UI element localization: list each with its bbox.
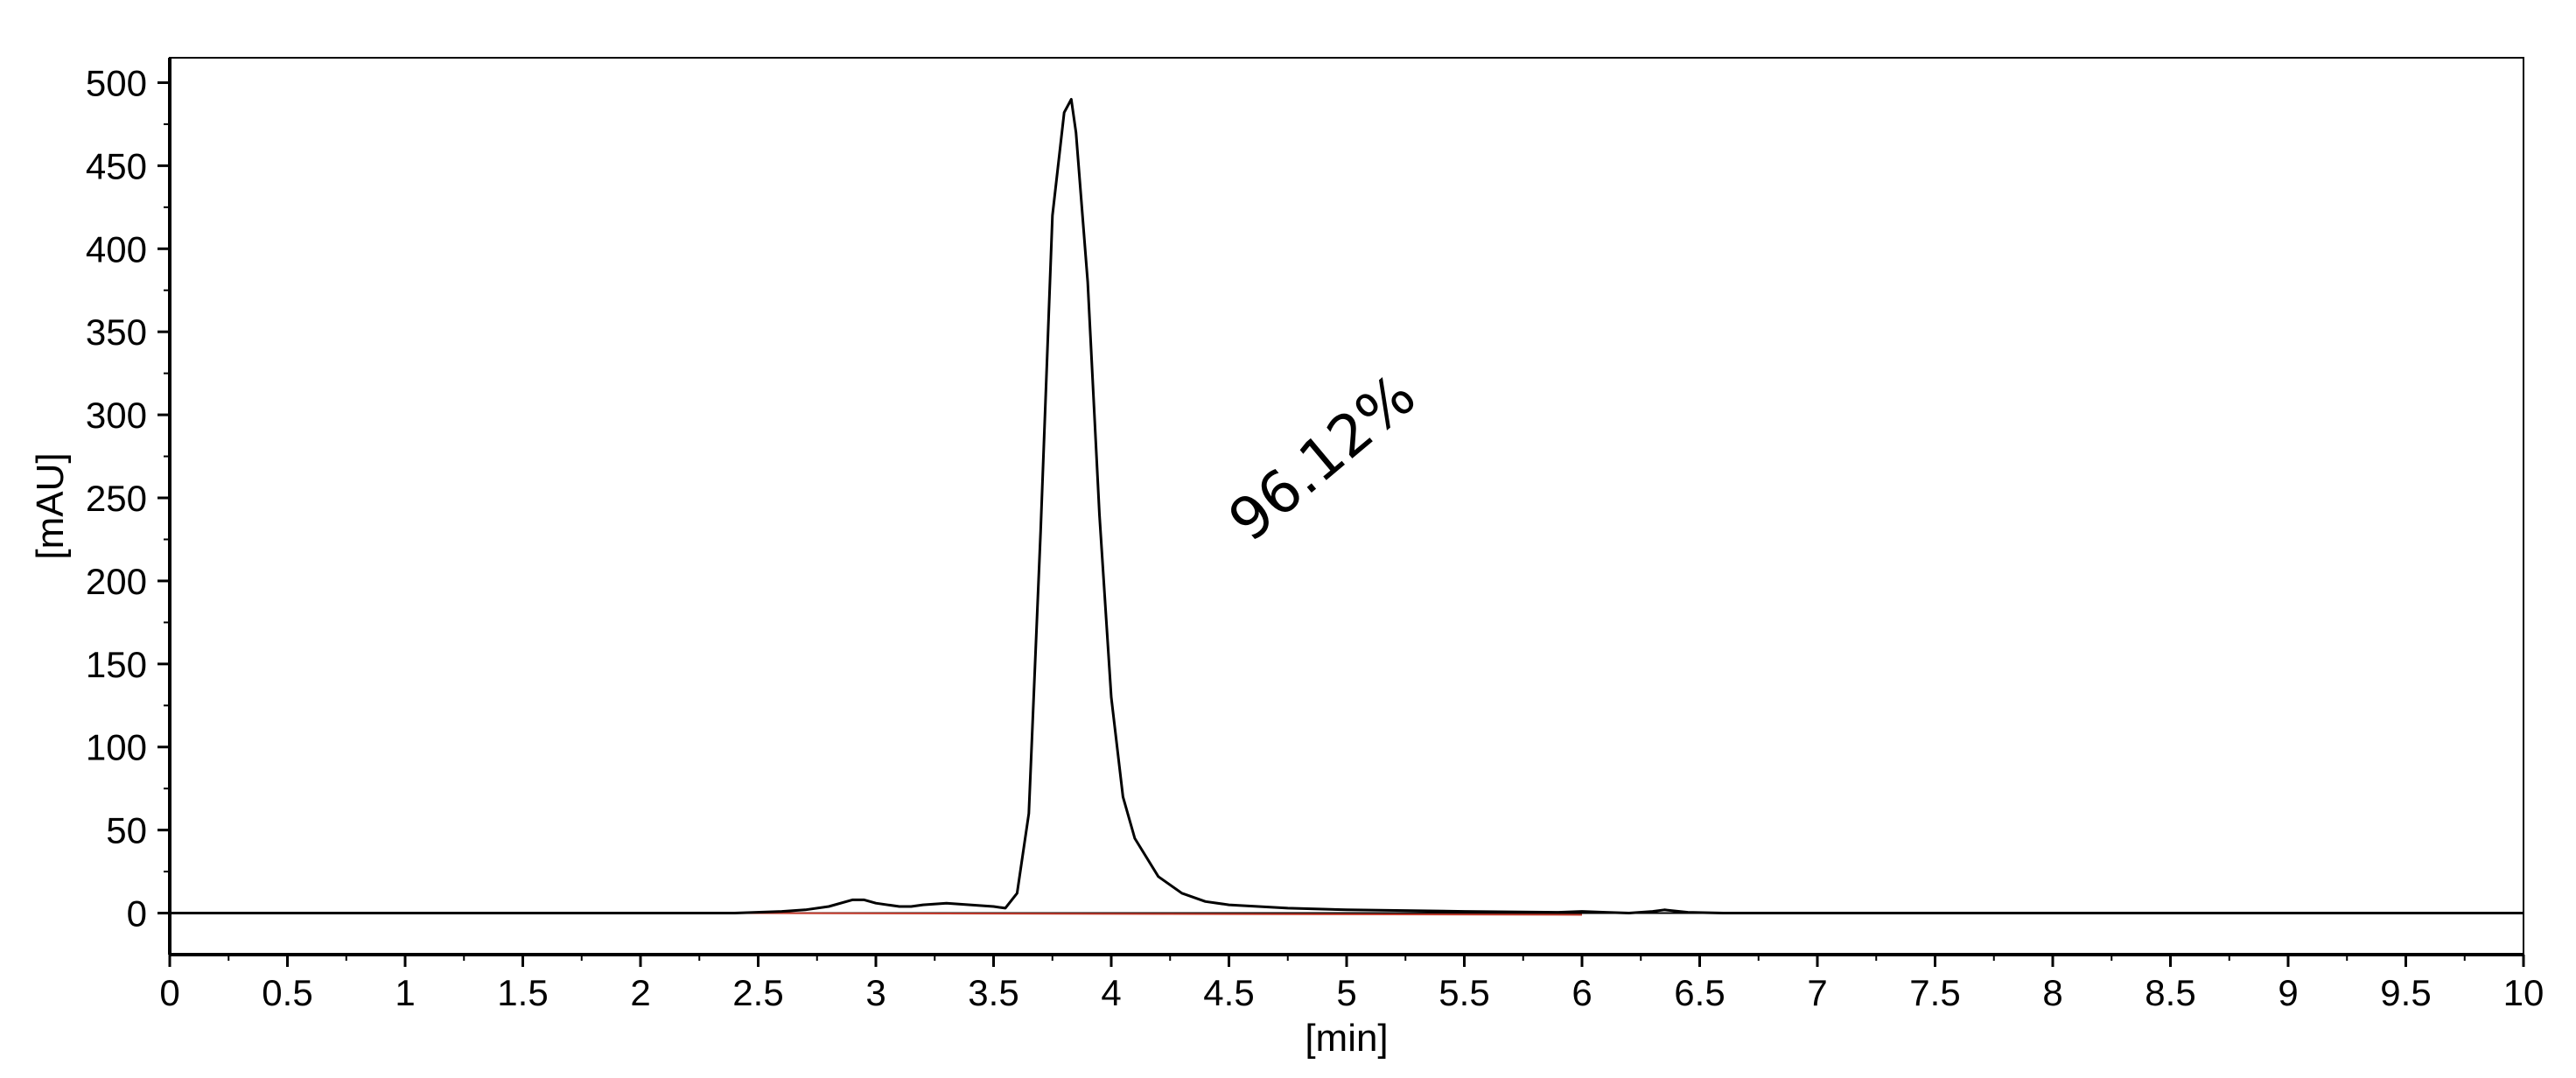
y-tick-label: 300: [86, 395, 147, 436]
x-tick-label: 10: [2503, 972, 2544, 1013]
x-tick-label: 2: [630, 972, 650, 1013]
y-tick-label: 200: [86, 561, 147, 602]
y-tick-label: 350: [86, 312, 147, 353]
y-tick-label: 50: [106, 810, 147, 851]
y-axis-label: [mAU]: [29, 452, 72, 559]
y-tick-label: 150: [86, 644, 147, 685]
x-tick-label: 9: [2278, 972, 2298, 1013]
y-tick-label: 250: [86, 478, 147, 519]
integration-baseline: [734, 912, 1583, 916]
y-tick-label: 500: [86, 62, 147, 103]
x-tick-label: 6: [1572, 972, 1592, 1013]
x-tick-label: 7.5: [1909, 972, 1960, 1013]
x-tick-label: 6.5: [1674, 972, 1725, 1013]
x-tick-label: 4: [1101, 972, 1121, 1013]
peak-area-annotation: 96.12%: [1216, 361, 1428, 555]
y-ticks: 0 50 100 150 200 250 300 350 400 450 500: [86, 62, 170, 934]
x-tick-label: 3.5: [968, 972, 1018, 1013]
x-ticks: 0 0.5 1 1.5 2 2.5 3 3.5 4 4.5 5 5.5 6 6.5 7 7.5 8 8.5 9 9.5…: [159, 955, 2544, 1013]
x-tick-label: 0: [159, 972, 179, 1013]
y-tick-label: 450: [86, 145, 147, 186]
x-tick-label: 1.5: [497, 972, 548, 1013]
plot-frame: [169, 57, 2524, 956]
x-tick-label: 7: [1807, 972, 1827, 1013]
x-axis-label: [min]: [1305, 1017, 1388, 1060]
x-tick-label: 5.5: [1438, 972, 1489, 1013]
y-tick-label: 400: [86, 228, 147, 270]
x-tick-label: 8.5: [2145, 972, 2195, 1013]
y-tick-label: 0: [127, 893, 147, 934]
chromatogram-trace: [170, 98, 2524, 914]
x-tick-label: 2.5: [732, 972, 783, 1013]
x-tick-label: 8: [2042, 972, 2062, 1013]
y-tick-label: 100: [86, 727, 147, 768]
x-tick-label: 9.5: [2380, 972, 2431, 1013]
x-tick-label: 0.5: [262, 972, 312, 1013]
x-tick-label: 5: [1336, 972, 1356, 1013]
x-tick-label: 3: [865, 972, 886, 1013]
x-tick-label: 4.5: [1203, 972, 1254, 1013]
x-tick-label: 1: [395, 972, 415, 1013]
